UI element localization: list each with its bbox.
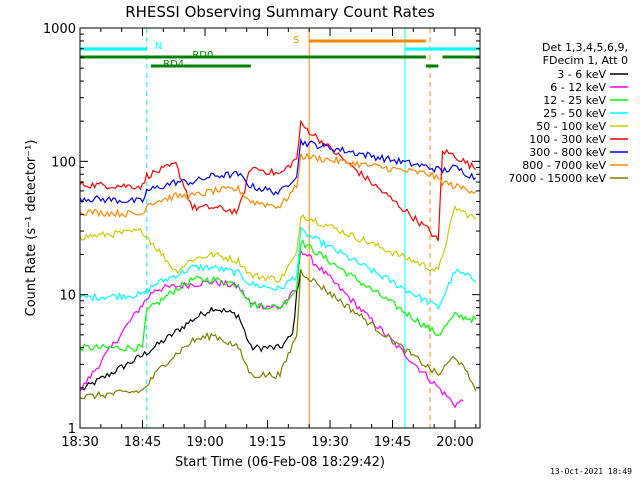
timestamp-footer: 13-Oct-2021 18:49 <box>550 467 632 476</box>
y-tick-label-3: 1000 <box>43 22 76 37</box>
y-tick-label-0: 1 <box>68 422 76 437</box>
x-tick-label-0: 18:30 <box>61 435 98 450</box>
legend-label-4: 50 - 100 keV <box>536 120 606 133</box>
x-tick-label-3: 19:15 <box>249 435 286 450</box>
series-line-7 <box>79 152 477 219</box>
legend-label-5: 100 - 300 keV <box>529 133 606 146</box>
x-tick-label-5: 19:45 <box>374 435 411 450</box>
y-tick-label-2: 100 <box>51 155 76 170</box>
legend-label-7: 800 - 7000 keV <box>522 159 606 172</box>
plot-area: N RD0 RD4 S <box>79 28 481 428</box>
x-axis-label: Start Time (06-Feb-08 18:29:42) <box>175 455 385 470</box>
y-axis-label: Count Rate (s⁻¹ detector⁻¹) <box>24 140 39 317</box>
series-line-8 <box>79 269 477 400</box>
series-line-2 <box>79 238 477 353</box>
y-tick-label-1: 10 <box>59 289 76 304</box>
legend-label-2: 12 - 25 keV <box>543 94 606 107</box>
legend-header-0: Det 1,3,4,5,6,9, <box>542 41 628 54</box>
x-tick-label-6: 20:00 <box>436 435 473 450</box>
plot-frame <box>79 27 481 429</box>
series-line-5 <box>79 119 477 242</box>
chart-title: RHESSI Observing Summary Count Rates <box>125 3 435 21</box>
legend-header-1: FDecim 1, Att 0 <box>543 54 628 67</box>
legend-label-1: 6 - 12 keV <box>550 81 606 94</box>
x-tick-label-1: 18:45 <box>124 435 161 450</box>
x-tick-label-4: 19:30 <box>311 435 348 450</box>
series-line-0 <box>79 269 302 392</box>
annotation-s: S <box>293 35 299 46</box>
series-line-1 <box>79 248 464 409</box>
series-line-4 <box>79 205 477 284</box>
series-line-6 <box>79 137 477 205</box>
legend: Det 1,3,4,5,6,9,FDecim 1, Att 03 - 6 keV… <box>508 41 628 185</box>
series-line-3 <box>79 226 477 311</box>
x-tick-label-2: 19:00 <box>186 435 223 450</box>
legend-label-8: 7000 - 15000 keV <box>508 172 606 185</box>
legend-label-3: 25 - 50 keV <box>543 107 606 120</box>
legend-label-6: 300 - 800 keV <box>529 146 606 159</box>
annotation-rd4: RD4 <box>163 59 184 70</box>
legend-label-0: 3 - 6 keV <box>557 68 606 81</box>
annotation-rd0: RD0 <box>192 50 213 61</box>
annotation-n: N <box>155 41 162 52</box>
